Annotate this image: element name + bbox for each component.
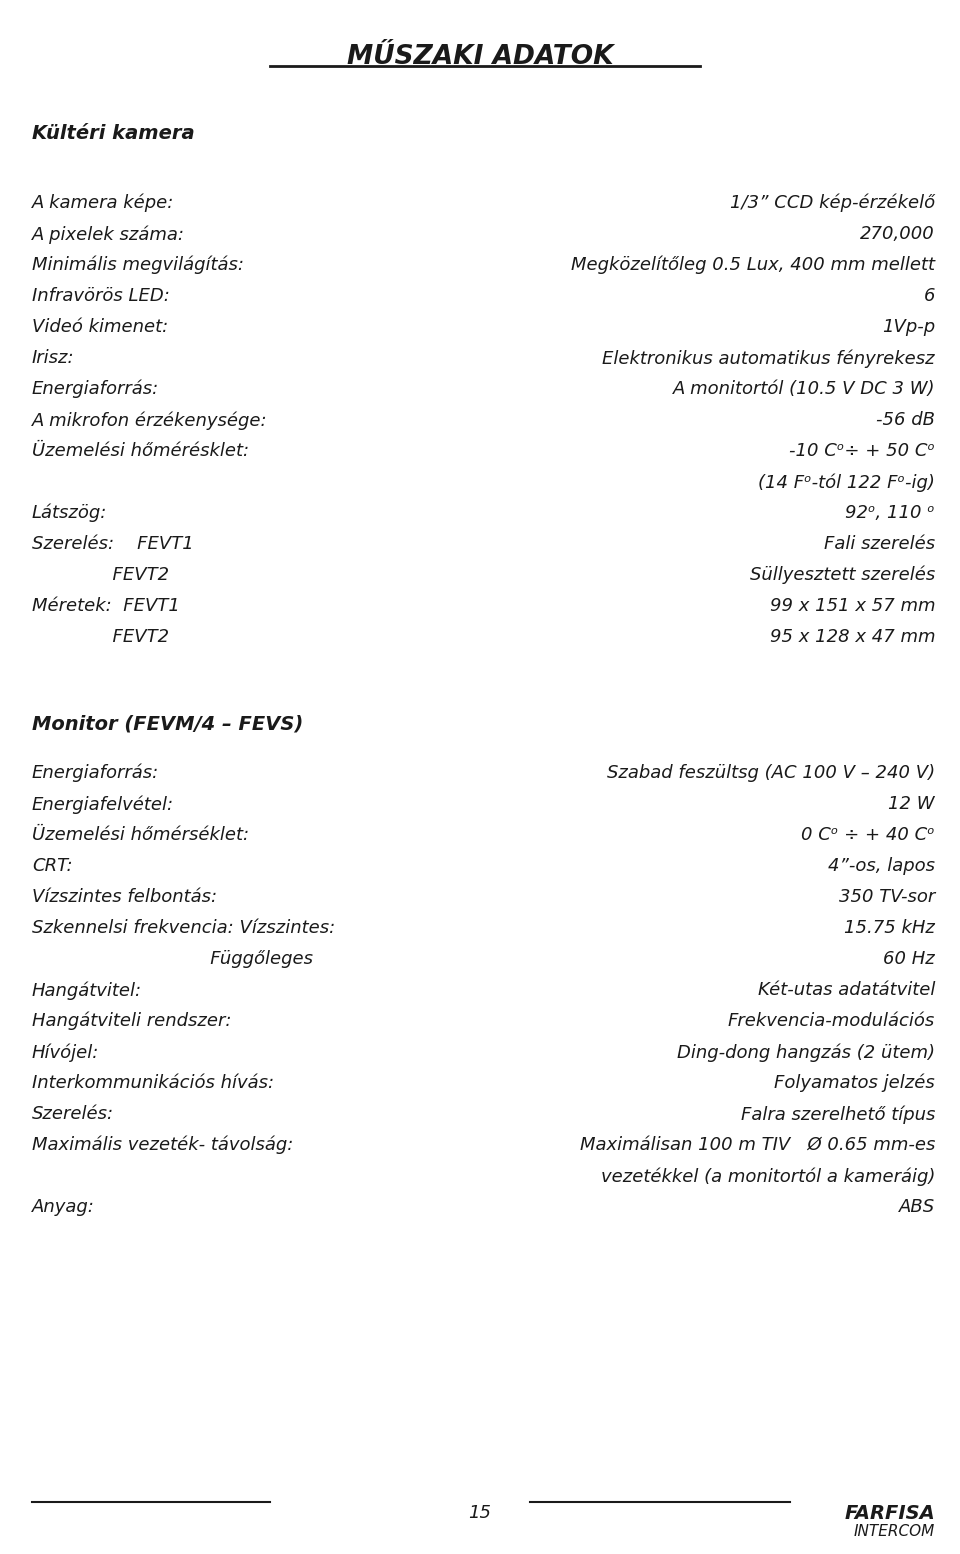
Text: Minimális megvilágítás:: Minimális megvilágítás:: [32, 256, 244, 275]
Text: Szerelés:: Szerelés:: [32, 1105, 114, 1124]
Text: Maximális vezeték- távolság:: Maximális vezeték- távolság:: [32, 1136, 294, 1155]
Text: Süllyesztett szerelés: Süllyesztett szerelés: [750, 566, 935, 584]
Text: Hangátviteli rendszer:: Hangátviteli rendszer:: [32, 1012, 231, 1030]
Text: Folyamatos jelzés: Folyamatos jelzés: [775, 1074, 935, 1092]
Text: Energiaforrás:: Energiaforrás:: [32, 765, 159, 783]
Text: Megközelítőleg 0.5 Lux, 400 mm mellett: Megközelítőleg 0.5 Lux, 400 mm mellett: [571, 256, 935, 275]
Text: Energiaforrás:: Energiaforrás:: [32, 381, 159, 398]
Text: (14 Fᵒ-tól 122 Fᵒ-ig): (14 Fᵒ-tól 122 Fᵒ-ig): [758, 472, 935, 491]
Text: Videó kimenet:: Videó kimenet:: [32, 319, 168, 336]
Text: -56 dB: -56 dB: [876, 410, 935, 429]
Text: -10 Cᵒ÷ + 50 Cᵒ: -10 Cᵒ÷ + 50 Cᵒ: [789, 441, 935, 460]
Text: Irisz:: Irisz:: [32, 350, 75, 367]
Text: Hangátvitel:: Hangátvitel:: [32, 981, 142, 999]
Text: A kamera képe:: A kamera képe:: [32, 194, 175, 213]
Text: Maximálisan 100 m TIV   Ø 0.65 mm-es: Maximálisan 100 m TIV Ø 0.65 mm-es: [580, 1136, 935, 1155]
Text: Szabad feszültsg (AC 100 V – 240 V): Szabad feszültsg (AC 100 V – 240 V): [607, 765, 935, 782]
Text: Falra szerelhető típus: Falra szerelhető típus: [740, 1105, 935, 1124]
Text: Két-utas adatátvitel: Két-utas adatátvitel: [757, 981, 935, 999]
Text: Szerelés:    FEVT1: Szerelés: FEVT1: [32, 535, 194, 553]
Text: Üzemelési hőmérséklet:: Üzemelési hőmérséklet:: [32, 827, 250, 844]
Text: MŰSZAKI ADATOK: MŰSZAKI ADATOK: [347, 44, 613, 70]
Text: 1Vp-p: 1Vp-p: [882, 319, 935, 336]
Text: Fali szerelés: Fali szerelés: [824, 535, 935, 553]
Text: 12 W: 12 W: [889, 796, 935, 813]
Text: 0 Cᵒ ÷ + 40 Cᵒ: 0 Cᵒ ÷ + 40 Cᵒ: [802, 827, 935, 844]
Text: vezetékkel (a monitortól a kameráig): vezetékkel (a monitortól a kameráig): [601, 1167, 935, 1186]
Text: CRT:: CRT:: [32, 856, 73, 875]
Text: Infravörös LED:: Infravörös LED:: [32, 287, 170, 305]
Text: Monitor (FEVM/4 – FEVS): Monitor (FEVM/4 – FEVS): [32, 713, 303, 733]
Text: 60 Hz: 60 Hz: [883, 949, 935, 968]
Text: 350 TV-sor: 350 TV-sor: [839, 887, 935, 906]
Text: 92ᵒ, 110 ᵒ: 92ᵒ, 110 ᵒ: [845, 503, 935, 522]
Text: Hívójel:: Hívójel:: [32, 1043, 100, 1061]
Text: Kültéri kamera: Kültéri kamera: [32, 124, 195, 143]
Text: Vízszintes felbontás:: Vízszintes felbontás:: [32, 887, 217, 906]
Text: 15: 15: [468, 1504, 492, 1521]
Text: Anyag:: Anyag:: [32, 1198, 95, 1215]
Text: Méretek:  FEVT1: Méretek: FEVT1: [32, 597, 180, 615]
Text: 95 x 128 x 47 mm: 95 x 128 x 47 mm: [770, 628, 935, 646]
Text: FEVT2: FEVT2: [32, 566, 169, 584]
Text: FEVT2: FEVT2: [32, 628, 169, 646]
Text: 6: 6: [924, 287, 935, 305]
Text: ABS: ABS: [899, 1198, 935, 1215]
Text: Energiafelvétel:: Energiafelvétel:: [32, 796, 174, 813]
Text: Elektronikus automatikus fényrekesz: Elektronikus automatikus fényrekesz: [602, 350, 935, 367]
Text: A mikrofon érzékenysége:: A mikrofon érzékenysége:: [32, 410, 268, 429]
Text: 270,000: 270,000: [860, 225, 935, 242]
Text: Ding-dong hangzás (2 ütem): Ding-dong hangzás (2 ütem): [677, 1043, 935, 1061]
Text: 1/3” CCD kép-érzékelő: 1/3” CCD kép-érzékelő: [730, 194, 935, 213]
Text: Interkommunikációs hívás:: Interkommunikációs hívás:: [32, 1074, 275, 1092]
Text: Látszög:: Látszög:: [32, 503, 108, 522]
Text: Szkennelsi frekvencia: Vízszintes:: Szkennelsi frekvencia: Vízszintes:: [32, 918, 335, 937]
Text: Frekvencia-modulációs: Frekvencia-modulációs: [728, 1012, 935, 1030]
Text: A monitortól (10.5 V DC 3 W): A monitortól (10.5 V DC 3 W): [673, 381, 935, 398]
Text: Függőleges: Függőleges: [32, 949, 313, 968]
Text: FARFISA: FARFISA: [844, 1504, 935, 1523]
Text: 4”-os, lapos: 4”-os, lapos: [828, 856, 935, 875]
Text: Üzemelési hőmérésklet:: Üzemelési hőmérésklet:: [32, 441, 250, 460]
Text: 15.75 kHz: 15.75 kHz: [844, 918, 935, 937]
Text: 99 x 151 x 57 mm: 99 x 151 x 57 mm: [770, 597, 935, 615]
Text: INTERCOM: INTERCOM: [853, 1524, 935, 1538]
Text: A pixelek száma:: A pixelek száma:: [32, 225, 185, 244]
